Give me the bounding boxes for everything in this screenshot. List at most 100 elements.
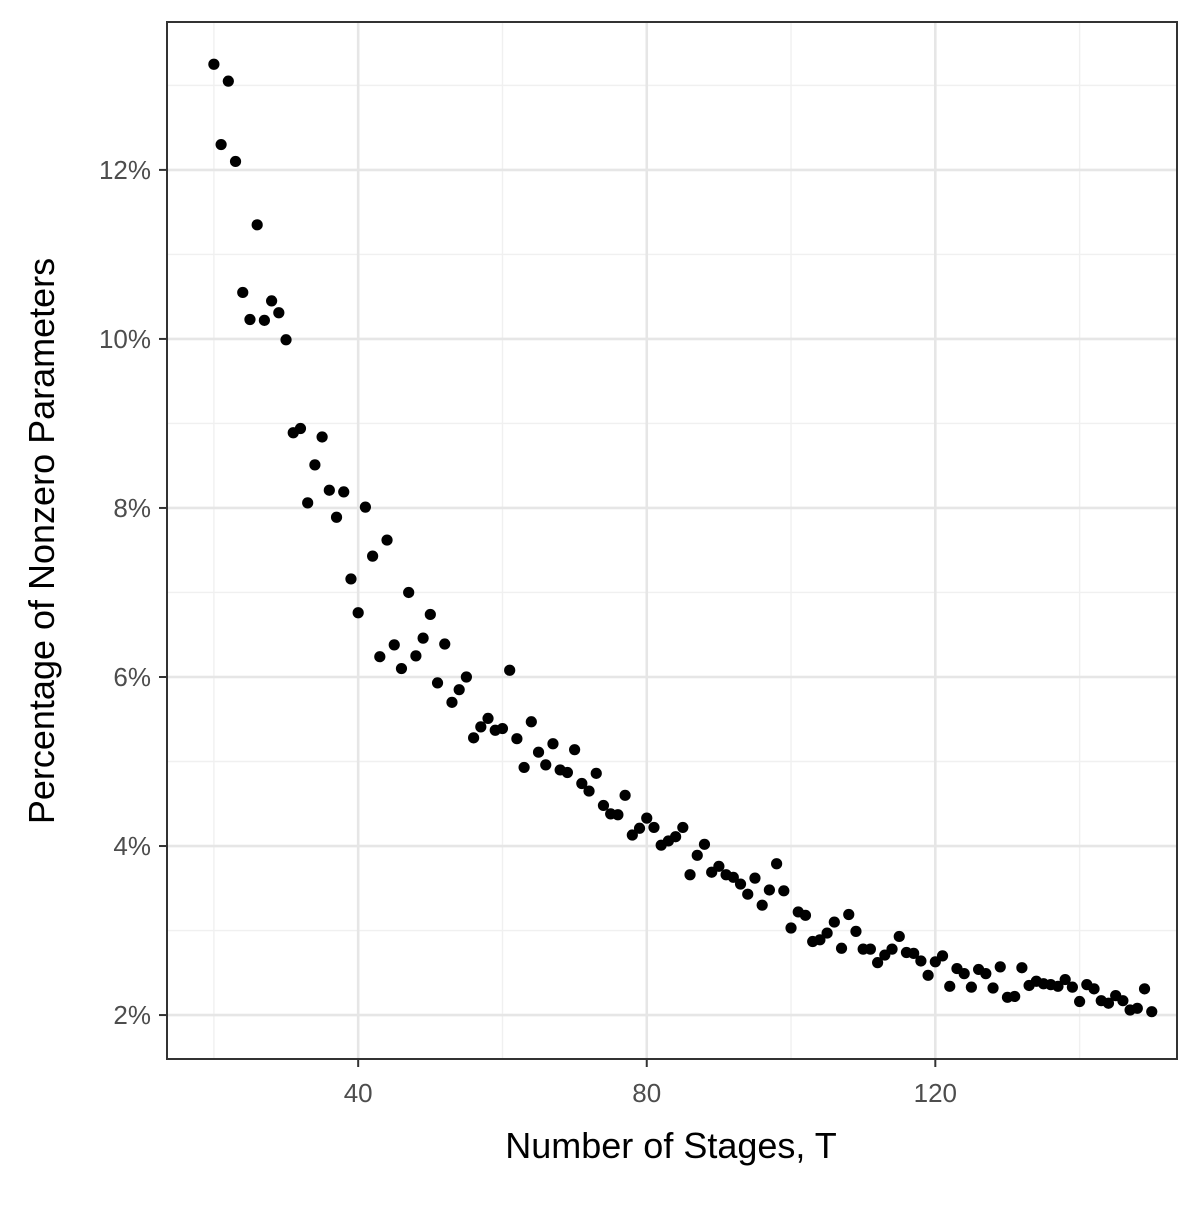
data-point xyxy=(388,639,400,651)
data-point xyxy=(799,909,812,921)
data-point xyxy=(338,486,350,498)
x-axis-title: Number of Stages, T xyxy=(505,1125,837,1166)
data-point xyxy=(460,671,472,683)
data-point xyxy=(872,957,884,969)
data-point xyxy=(266,295,278,307)
data-point xyxy=(843,908,855,921)
data-point xyxy=(251,219,263,231)
data-point xyxy=(994,961,1006,973)
data-point xyxy=(439,638,451,650)
data-point xyxy=(936,950,949,962)
data-point xyxy=(482,712,494,725)
data-point xyxy=(648,821,660,834)
data-point xyxy=(958,968,970,980)
data-point xyxy=(410,650,422,662)
data-point xyxy=(511,733,523,745)
data-point xyxy=(1074,995,1086,1008)
data-point xyxy=(294,422,307,435)
data-point xyxy=(244,313,256,326)
data-point xyxy=(330,511,343,523)
data-point xyxy=(540,759,552,771)
data-point xyxy=(208,58,220,70)
data-point xyxy=(1066,981,1078,993)
data-point xyxy=(713,860,725,872)
data-point xyxy=(468,732,480,744)
data-point xyxy=(345,573,357,585)
data-point xyxy=(1102,997,1115,1009)
data-point xyxy=(893,930,905,943)
data-point xyxy=(980,968,992,980)
data-point xyxy=(915,955,927,967)
data-point xyxy=(1059,973,1071,986)
y-axis-title: Percentage of Nonzero Parameters xyxy=(21,258,62,824)
data-point xyxy=(532,746,545,758)
data-point xyxy=(785,922,797,934)
data-point xyxy=(374,651,386,663)
data-point xyxy=(987,982,999,994)
data-point xyxy=(778,885,790,897)
data-point xyxy=(944,980,956,992)
data-point xyxy=(590,767,602,779)
data-point xyxy=(273,307,285,319)
data-point xyxy=(828,916,840,928)
data-point xyxy=(612,809,624,821)
data-point xyxy=(691,849,703,861)
y-tick-label: 8% xyxy=(113,493,151,523)
data-point xyxy=(619,789,631,801)
data-points xyxy=(208,58,1158,1018)
data-point xyxy=(749,872,761,884)
data-point xyxy=(424,608,436,621)
axis-ticks: 40 80 120 2% 4% 6% 8% 10% 12% xyxy=(99,155,957,1108)
data-point xyxy=(547,738,559,750)
data-point xyxy=(1146,1006,1158,1018)
data-point xyxy=(922,969,934,981)
data-point xyxy=(237,286,249,299)
data-point xyxy=(850,925,862,937)
data-point xyxy=(1009,990,1021,1003)
data-point xyxy=(814,934,826,946)
data-point xyxy=(525,716,537,728)
data-point xyxy=(597,799,610,812)
data-point xyxy=(504,664,516,676)
y-tick-label: 2% xyxy=(113,1000,151,1030)
data-point xyxy=(965,981,977,993)
data-point xyxy=(352,607,364,619)
data-point xyxy=(633,822,646,834)
data-point xyxy=(698,838,711,850)
data-point xyxy=(518,761,530,774)
data-point xyxy=(280,334,292,346)
data-point xyxy=(561,766,573,779)
grid-lines xyxy=(167,22,1177,1059)
data-point xyxy=(864,943,876,955)
data-point xyxy=(908,947,920,959)
y-tick-label: 6% xyxy=(113,662,151,692)
data-point xyxy=(215,138,227,151)
plot-panel-border xyxy=(166,21,1178,1060)
data-point xyxy=(302,497,314,509)
y-tick-label: 12% xyxy=(99,155,151,185)
data-point xyxy=(1088,983,1100,995)
data-point xyxy=(835,942,848,954)
data-point xyxy=(258,314,270,326)
data-point xyxy=(756,899,768,911)
x-tick-label: 40 xyxy=(344,1078,373,1108)
data-point xyxy=(886,943,898,955)
data-point xyxy=(821,927,833,939)
data-point xyxy=(323,484,335,496)
data-point xyxy=(229,155,242,168)
data-point xyxy=(395,662,408,675)
data-point xyxy=(771,858,783,870)
data-point xyxy=(1016,962,1028,974)
data-point xyxy=(1052,980,1064,992)
y-tick-label: 4% xyxy=(113,831,151,861)
data-point xyxy=(446,696,458,708)
data-point xyxy=(381,534,393,546)
data-point xyxy=(309,459,321,471)
data-point xyxy=(569,744,581,756)
data-point xyxy=(431,677,444,689)
data-point xyxy=(316,431,328,443)
data-point xyxy=(496,722,509,735)
data-point xyxy=(576,777,588,790)
